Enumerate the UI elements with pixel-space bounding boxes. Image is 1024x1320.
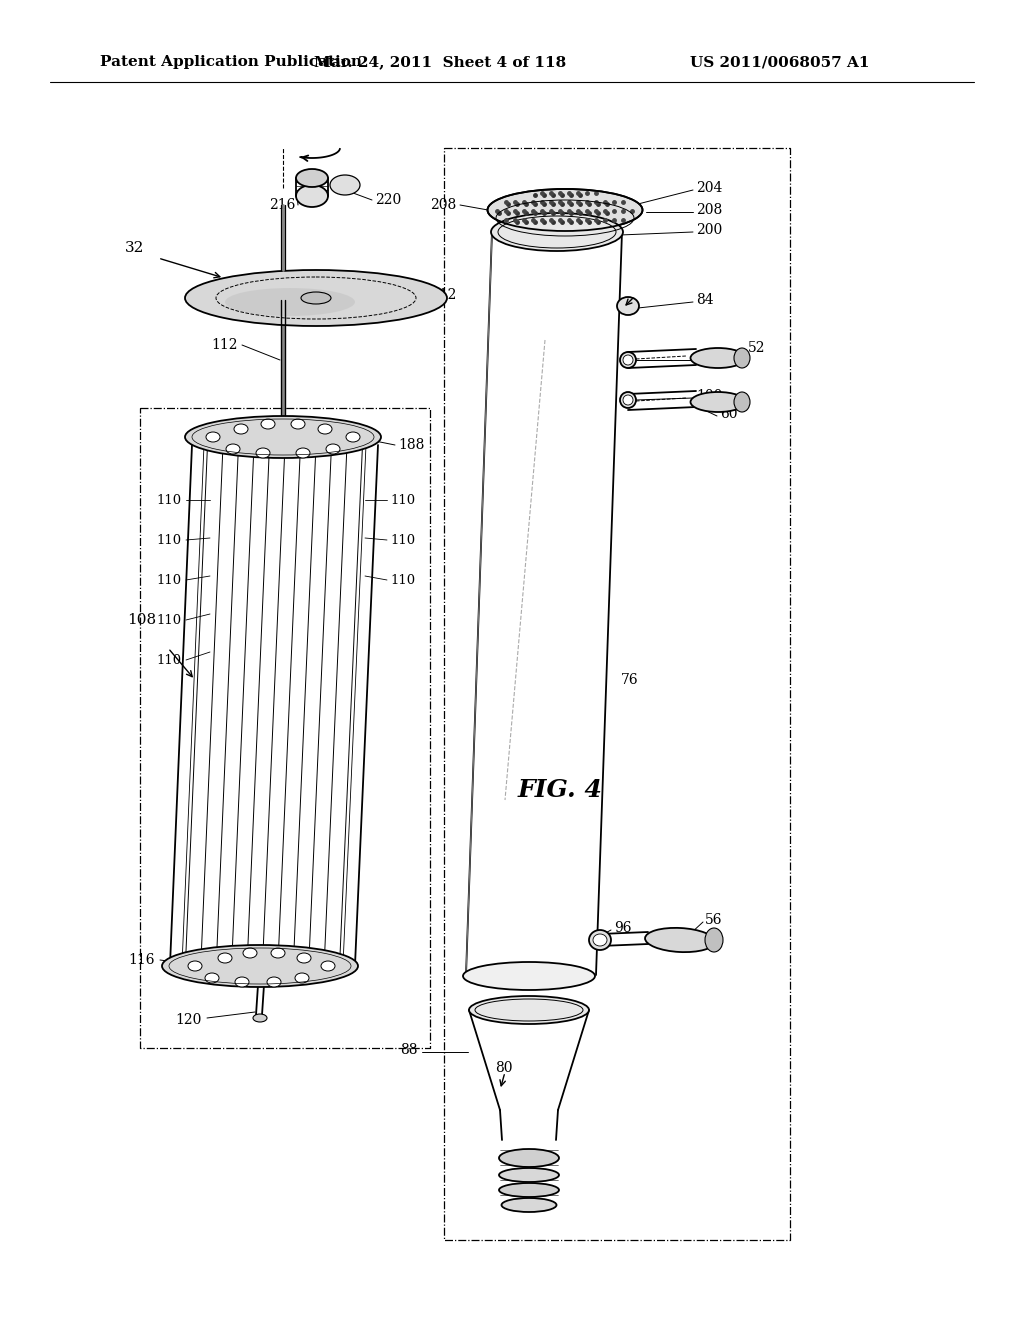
Text: 80: 80: [496, 1061, 513, 1074]
Text: 110: 110: [390, 573, 415, 586]
Ellipse shape: [301, 292, 331, 304]
Ellipse shape: [617, 297, 639, 315]
Text: 56: 56: [705, 913, 723, 927]
Ellipse shape: [253, 1014, 267, 1022]
Text: 100: 100: [696, 389, 722, 403]
Ellipse shape: [499, 1148, 559, 1167]
Ellipse shape: [185, 416, 381, 458]
Text: 110: 110: [157, 614, 182, 627]
Ellipse shape: [291, 418, 305, 429]
Ellipse shape: [318, 424, 332, 434]
Ellipse shape: [502, 1199, 556, 1212]
Ellipse shape: [296, 169, 328, 187]
Text: 110: 110: [157, 653, 182, 667]
Text: FIG. 4: FIG. 4: [517, 777, 602, 803]
Ellipse shape: [296, 447, 310, 458]
Ellipse shape: [296, 185, 328, 207]
Ellipse shape: [297, 953, 311, 964]
Text: 84: 84: [696, 293, 714, 308]
Text: 60: 60: [720, 407, 737, 421]
Text: 208: 208: [430, 198, 456, 213]
Ellipse shape: [620, 352, 636, 368]
Text: 220: 220: [375, 193, 401, 207]
Text: 104: 104: [696, 351, 723, 366]
Ellipse shape: [499, 1183, 559, 1197]
Ellipse shape: [734, 348, 750, 368]
Ellipse shape: [623, 395, 633, 405]
Text: Mar. 24, 2011  Sheet 4 of 118: Mar. 24, 2011 Sheet 4 of 118: [314, 55, 566, 69]
Text: 212: 212: [430, 288, 457, 302]
Ellipse shape: [321, 961, 335, 972]
Ellipse shape: [206, 432, 220, 442]
Text: Patent Application Publication: Patent Application Publication: [100, 55, 362, 69]
Ellipse shape: [705, 928, 723, 952]
Ellipse shape: [185, 271, 447, 326]
Text: 110: 110: [157, 494, 182, 507]
Ellipse shape: [487, 189, 642, 231]
Ellipse shape: [205, 973, 219, 983]
Text: 208: 208: [696, 203, 722, 216]
Ellipse shape: [271, 948, 285, 958]
Text: US 2011/0068057 A1: US 2011/0068057 A1: [690, 55, 870, 69]
Ellipse shape: [346, 432, 360, 442]
Ellipse shape: [295, 973, 309, 983]
Text: 188: 188: [398, 438, 424, 451]
Ellipse shape: [734, 392, 750, 412]
Ellipse shape: [218, 953, 232, 964]
Ellipse shape: [690, 392, 745, 412]
Ellipse shape: [330, 176, 360, 195]
Ellipse shape: [234, 424, 248, 434]
Text: 120: 120: [176, 1012, 202, 1027]
Text: 110: 110: [157, 573, 182, 586]
Ellipse shape: [225, 288, 355, 315]
Ellipse shape: [243, 948, 257, 958]
Ellipse shape: [589, 931, 611, 950]
Ellipse shape: [256, 447, 270, 458]
Text: 110: 110: [390, 533, 415, 546]
Text: 204: 204: [696, 181, 722, 195]
Text: 96: 96: [614, 921, 632, 935]
Ellipse shape: [623, 355, 633, 366]
Text: 32: 32: [125, 242, 144, 255]
Text: 112: 112: [212, 338, 238, 352]
Ellipse shape: [490, 213, 623, 251]
Ellipse shape: [162, 945, 358, 987]
Ellipse shape: [267, 977, 281, 987]
Ellipse shape: [188, 961, 202, 972]
Text: 200: 200: [696, 223, 722, 238]
Ellipse shape: [261, 418, 275, 429]
Text: 52: 52: [748, 341, 766, 355]
Ellipse shape: [463, 962, 595, 990]
Text: 88: 88: [400, 1043, 418, 1057]
Ellipse shape: [234, 977, 249, 987]
Text: 108: 108: [127, 612, 157, 627]
Ellipse shape: [620, 392, 636, 408]
Ellipse shape: [469, 997, 589, 1024]
Text: 116: 116: [128, 953, 155, 968]
Text: 110: 110: [390, 494, 415, 507]
Ellipse shape: [593, 935, 607, 946]
Ellipse shape: [645, 928, 715, 952]
Ellipse shape: [226, 444, 240, 454]
Ellipse shape: [326, 444, 340, 454]
Ellipse shape: [690, 348, 745, 368]
Text: 216: 216: [268, 198, 295, 213]
Text: 110: 110: [157, 533, 182, 546]
Ellipse shape: [499, 1168, 559, 1181]
Text: 76: 76: [622, 673, 639, 686]
